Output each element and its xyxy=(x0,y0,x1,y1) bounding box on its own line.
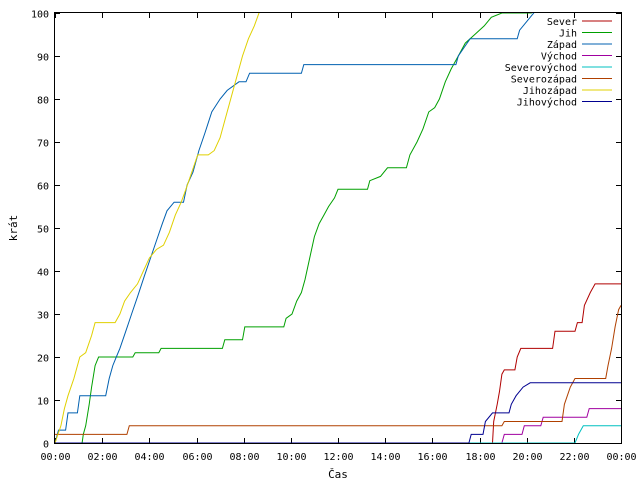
legend-label: Sever xyxy=(547,17,577,28)
x-tick-label: 02:00 xyxy=(87,452,117,463)
x-tick-label: 00:00 xyxy=(40,452,70,463)
legend-label: Východ xyxy=(541,51,577,63)
y-axis-label: krát xyxy=(7,215,20,242)
y-tick-label: 70 xyxy=(37,139,49,150)
legend: SeverJihZápadVýchodSeverovýchodSeverozáp… xyxy=(505,17,612,109)
x-tick-label: 12:00 xyxy=(323,452,353,463)
legend-label: Severovýchod xyxy=(505,62,577,74)
series-line-východ xyxy=(55,408,621,443)
y-tick-label: 40 xyxy=(37,268,49,279)
y-tick-label: 80 xyxy=(37,96,49,107)
x-tick-label: 04:00 xyxy=(134,452,164,463)
series-lines xyxy=(55,13,621,443)
x-tick-label: 22:00 xyxy=(559,452,589,463)
legend-label: Severozápad xyxy=(511,74,577,86)
x-tick-label: 08:00 xyxy=(229,452,259,463)
x-axis-label: Čas xyxy=(328,468,348,480)
y-tick-label: 30 xyxy=(37,311,49,322)
y-tick-label: 60 xyxy=(37,182,49,193)
series-line-jih xyxy=(55,13,532,443)
x-tick-label: 16:00 xyxy=(417,452,447,463)
legend-label: Jih xyxy=(559,29,577,40)
x-tick-label: 20:00 xyxy=(512,452,542,463)
x-tick-label: 14:00 xyxy=(370,452,400,463)
y-tick-label: 0 xyxy=(43,440,49,451)
series-line-jihozápad xyxy=(55,13,260,443)
y-tick-label: 50 xyxy=(37,225,49,236)
series-line-severovýchod xyxy=(55,425,621,443)
legend-label: Jihovýchod xyxy=(517,97,577,109)
series-line-jihovýchod xyxy=(55,382,621,443)
y-tick-label: 20 xyxy=(37,354,49,365)
y-tick-label: 10 xyxy=(37,397,49,408)
legend-label: Západ xyxy=(547,39,577,51)
series-line-západ xyxy=(55,13,535,443)
axis-ticks: 0 10 20 30 40 50 60 70 80 90 100 00:00 02:00 04:00 06:… xyxy=(31,10,637,464)
y-tick-label: 90 xyxy=(37,53,49,64)
x-tick-label: 10:00 xyxy=(276,452,306,463)
plot-frame xyxy=(54,12,622,444)
x-tick-label: 00:00 xyxy=(606,452,636,463)
x-tick-label: 06:00 xyxy=(182,452,212,463)
series-line-sever xyxy=(55,283,621,443)
series-line-severozápad xyxy=(55,305,621,435)
y-tick-label: 100 xyxy=(31,10,49,21)
x-tick-label: 18:00 xyxy=(465,452,495,463)
legend-label: Jihozápad xyxy=(523,85,577,97)
